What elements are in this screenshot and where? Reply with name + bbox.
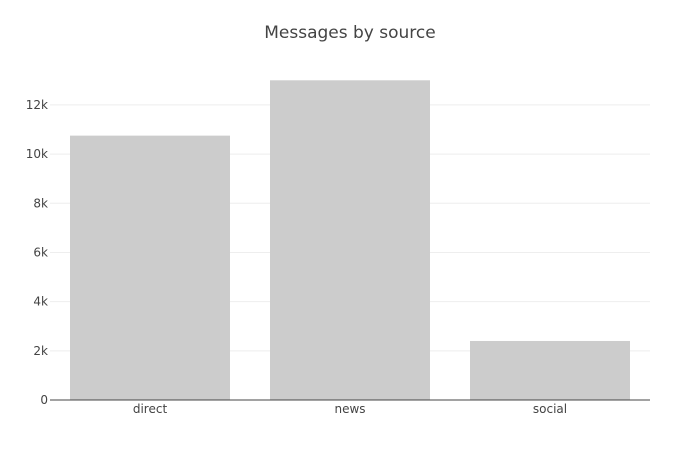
x-tick-label-news: news	[334, 402, 365, 416]
bar-direct[interactable]	[70, 135, 230, 400]
y-tick-label: 8k	[33, 196, 48, 210]
x-tick-label-direct: direct	[133, 402, 168, 416]
y-tick-label: 10k	[26, 147, 48, 161]
chart-title: Messages by source	[264, 23, 435, 43]
y-tick-label: 4k	[33, 295, 48, 309]
y-tick-label: 0	[40, 393, 48, 407]
x-axis-ticks: direct news social	[133, 402, 567, 416]
x-tick-label-social: social	[533, 402, 567, 416]
y-axis-ticks: 0 2k 4k 6k 8k 10k 12k	[26, 98, 48, 407]
y-tick-label: 6k	[33, 245, 48, 259]
bars	[70, 80, 630, 400]
bar-news[interactable]	[270, 80, 430, 400]
bar-social[interactable]	[470, 340, 630, 400]
y-tick-label: 2k	[33, 344, 48, 358]
y-tick-label: 12k	[26, 98, 48, 112]
